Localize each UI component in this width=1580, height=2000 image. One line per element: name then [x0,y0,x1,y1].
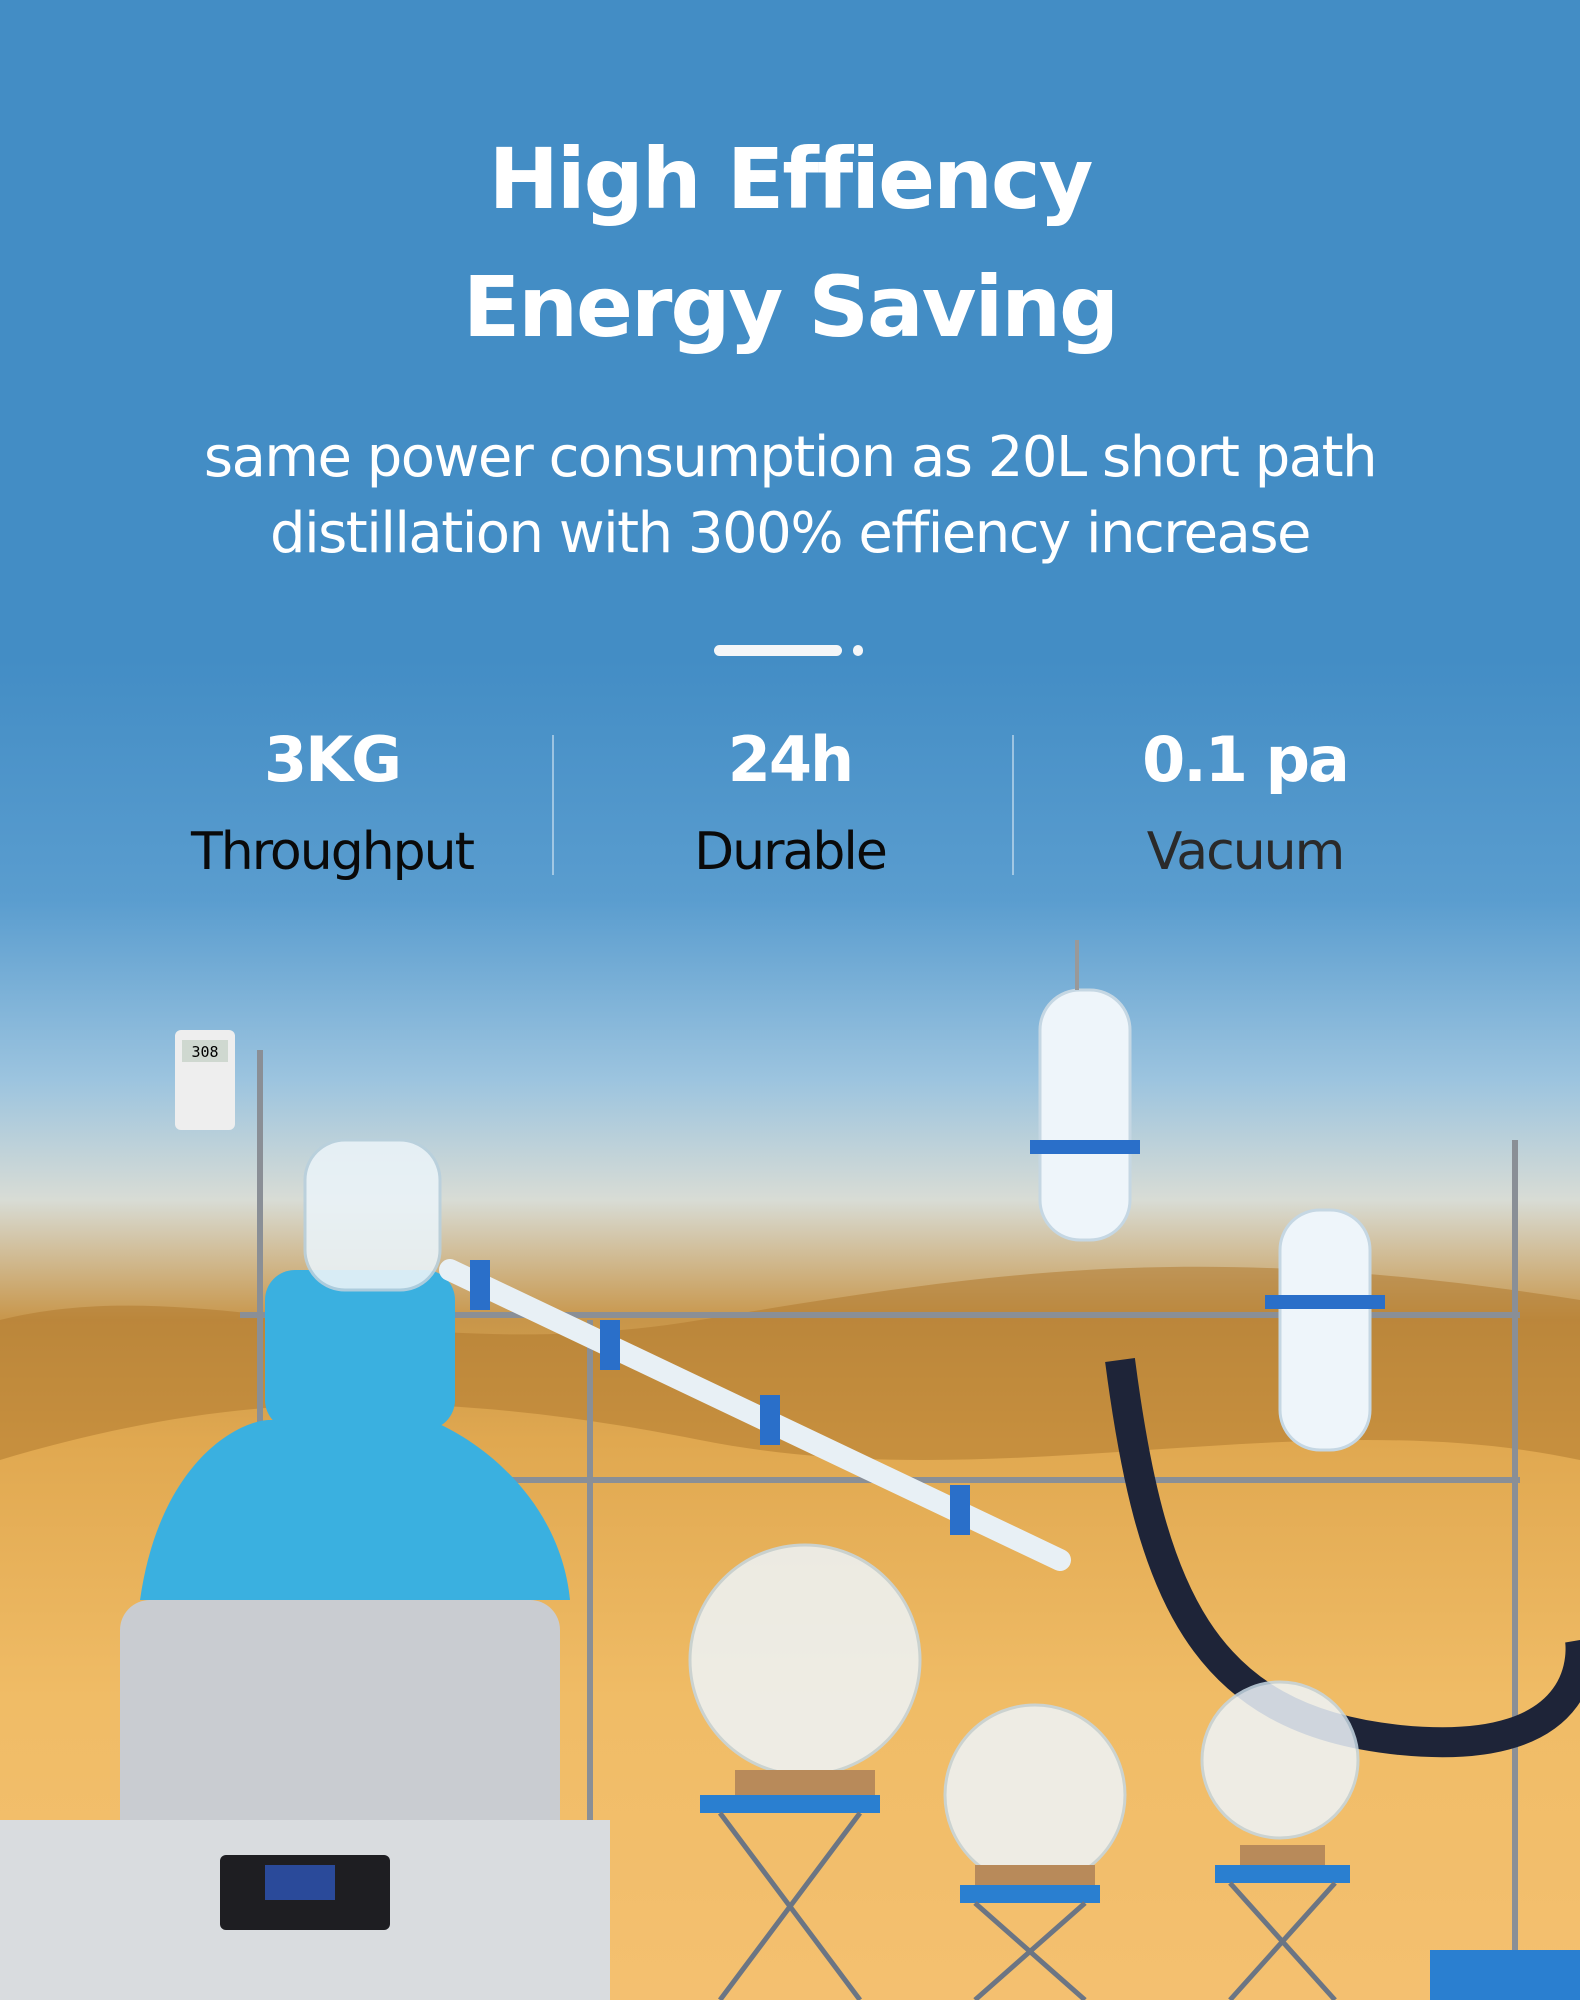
lab-jacks [700,1795,1580,2000]
stat-value: 3KG [263,723,402,796]
headline: High Effiency Energy Saving [0,115,1580,371]
stat-vacuum: 0.1 pa Vacuum [1035,720,1455,892]
heating-mantle-base [120,1600,560,1850]
stat-value: 24h [727,723,854,796]
subtitle: same power consumption as 20L short path… [0,420,1580,572]
headline-line2: Energy Saving [462,258,1119,356]
stat-label: Throughput [190,822,475,882]
jacket-top [265,1270,455,1430]
stat-durable: 24h Durable [580,720,1000,892]
receiving-flask [1200,1680,1360,1840]
subtitle-line1: same power consumption as 20L short path [203,425,1378,490]
divider-bar [714,645,842,656]
temperature-readout: 308 [191,1043,218,1061]
divider-dot [853,645,863,656]
condenser-column [1038,988,1132,1242]
stat-value: 0.1 pa [1142,723,1350,796]
stat-label: Durable [694,822,888,882]
headline-line1: High Effiency [488,130,1094,228]
flask-neck [303,1138,442,1292]
condenser-column [1278,1208,1372,1452]
subtitle-line2: distillation with 300% effiency increase [270,501,1311,566]
receiving-flask [943,1703,1127,1887]
stat-separator [1012,735,1014,875]
distillation-equipment-photo: 308 [0,940,1580,2000]
heating-jacket [140,1420,570,1600]
receiving-flask [688,1543,922,1777]
stat-separator [552,735,554,875]
stat-label: Vacuum [1146,822,1346,882]
stat-throughput: 3KG Throughput [122,720,542,892]
